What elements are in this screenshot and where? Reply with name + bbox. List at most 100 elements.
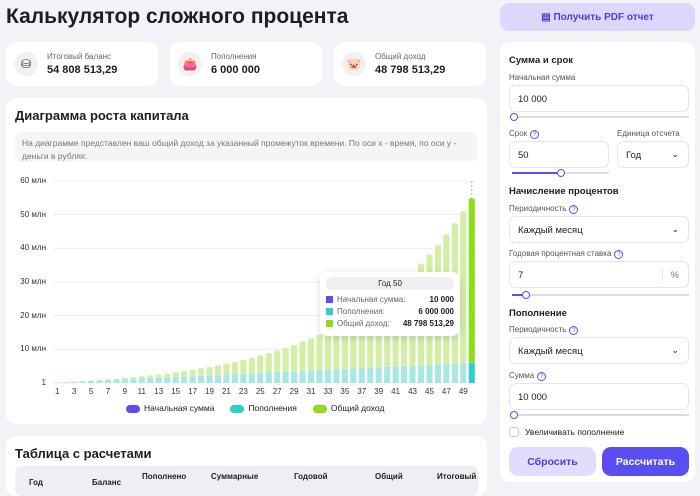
- x-tick-label: 17: [186, 387, 200, 396]
- term-label: Срок?: [509, 129, 539, 139]
- bar-income: [164, 373, 170, 377]
- bar-topups: [139, 379, 145, 383]
- topup-sum-input[interactable]: 10 000: [509, 383, 689, 410]
- help-icon[interactable]: ?: [530, 130, 539, 139]
- x-tick-label: 19: [203, 387, 217, 396]
- x-tick-label: 31: [304, 387, 318, 396]
- bar-topups: [393, 366, 399, 383]
- bar-income: [316, 335, 322, 370]
- bar-income: [232, 362, 238, 374]
- bar-topups: [198, 376, 204, 383]
- bar-income: [105, 379, 111, 380]
- bar-topups: [384, 367, 390, 383]
- bar-topups: [401, 366, 407, 383]
- bar-income: [249, 358, 255, 373]
- x-tick-label: 13: [152, 387, 166, 396]
- x-tick-label: 45: [422, 387, 436, 396]
- table-title: Таблица с расчетами: [15, 446, 152, 461]
- bar-income: [240, 360, 246, 374]
- bar-income: [206, 367, 212, 375]
- unit-select[interactable]: Год⌄: [617, 141, 689, 168]
- column-header[interactable]: Годовой: [294, 472, 328, 481]
- column-header[interactable]: Суммарные: [211, 472, 258, 481]
- bar-topups: [105, 380, 111, 383]
- column-header[interactable]: Баланс: [92, 478, 121, 487]
- bar-topups: [316, 370, 322, 383]
- bar-income: [147, 375, 153, 378]
- help-icon[interactable]: ?: [569, 326, 578, 335]
- column-header[interactable]: Год: [29, 478, 43, 487]
- x-tick-label: 25: [253, 387, 267, 396]
- legend-income[interactable]: Общий доход: [313, 403, 385, 413]
- bar-topups: [376, 367, 382, 383]
- bar-topups: [215, 375, 221, 383]
- help-icon[interactable]: ?: [537, 372, 546, 381]
- bar-topups: [426, 365, 432, 383]
- help-icon[interactable]: ?: [614, 250, 623, 259]
- bar-income: [223, 364, 229, 375]
- term-slider[interactable]: [512, 172, 609, 174]
- bar-topups: [325, 370, 331, 383]
- bar-income: [113, 379, 119, 380]
- x-tick-label: 43: [406, 387, 420, 396]
- tooltip-value: 10 000: [430, 295, 454, 304]
- bar-topups: [452, 364, 458, 383]
- increase-topup-checkbox[interactable]: Увеличивать пополнение: [509, 427, 624, 437]
- x-tick-label: 21: [219, 387, 233, 396]
- x-tick-label: 9: [118, 387, 132, 396]
- chart-tooltip: Год 50 Начальная сумма:10 000 Пополнения…: [320, 272, 460, 336]
- tooltip-label: Общий доход:: [337, 319, 403, 328]
- page-title: Калькулятор сложного процента: [6, 5, 348, 29]
- bar-income: [173, 372, 179, 377]
- pdf-report-button[interactable]: ▤ Получить PDF отчет: [500, 3, 695, 31]
- bar-topups: [63, 382, 69, 383]
- reset-button[interactable]: Сбросить: [509, 447, 596, 476]
- table-card: Таблица с расчетами Год Баланс Пополнено…: [6, 436, 487, 496]
- topup-period-label: Периодичность?: [509, 325, 578, 335]
- legend-label: Начальная сумма: [144, 403, 214, 413]
- bar-income: [139, 376, 145, 378]
- x-tick-label: 37: [355, 387, 369, 396]
- bar-topups: [232, 374, 238, 383]
- bar-topups: [173, 377, 179, 383]
- chevron-down-icon: ⌄: [671, 149, 679, 160]
- initial-sum-input[interactable]: 10 000: [509, 85, 689, 112]
- column-header[interactable]: Пополнено: [142, 472, 186, 481]
- legend-initial[interactable]: Начальная сумма: [126, 403, 214, 413]
- section-interest: Начисление процентов: [509, 186, 619, 197]
- column-header[interactable]: Итоговый: [437, 472, 476, 481]
- bar-income: [122, 378, 128, 379]
- chevron-down-icon: ⌄: [671, 224, 679, 235]
- stat-label: Итоговый баланс: [47, 52, 117, 61]
- legend-topups[interactable]: Пополнения: [230, 403, 296, 413]
- x-tick-label: 11: [135, 387, 149, 396]
- bar-topups: [342, 369, 348, 383]
- x-tick-label: 5: [84, 387, 98, 396]
- rate-input[interactable]: 7%: [509, 261, 689, 288]
- pdf-icon: ▤: [541, 12, 553, 23]
- pdf-button-label: Получить PDF отчет: [553, 12, 653, 23]
- stat-value: 54 808 513,29: [47, 64, 117, 76]
- checkbox-box[interactable]: [509, 427, 519, 437]
- column-header[interactable]: Общий: [375, 472, 403, 481]
- bar-topups: [249, 373, 255, 383]
- term-input[interactable]: 50: [509, 141, 609, 168]
- bar-topups: [113, 380, 119, 383]
- calculate-button[interactable]: Рассчитать: [602, 447, 689, 476]
- topup-period-select[interactable]: Каждый месяц⌄: [509, 337, 689, 364]
- wallet-icon: 👛: [178, 52, 202, 76]
- legend-label: Пополнения: [248, 403, 296, 413]
- help-icon[interactable]: ?: [569, 205, 578, 214]
- topup-sum-slider[interactable]: [512, 414, 689, 416]
- select-value: Каждый месяц: [518, 346, 583, 357]
- x-tick-label: 1: [50, 387, 64, 396]
- initial-sum-slider[interactable]: [512, 116, 689, 118]
- bar-topups: [181, 377, 187, 383]
- capital-growth-chart: [6, 98, 487, 424]
- rate-slider[interactable]: [512, 294, 689, 296]
- topup-sum-label: Сумма?: [509, 371, 546, 381]
- interest-period-select[interactable]: Каждый месяц⌄: [509, 216, 689, 243]
- bar-topups: [147, 378, 153, 383]
- stat-value: 48 798 513,29: [375, 64, 445, 76]
